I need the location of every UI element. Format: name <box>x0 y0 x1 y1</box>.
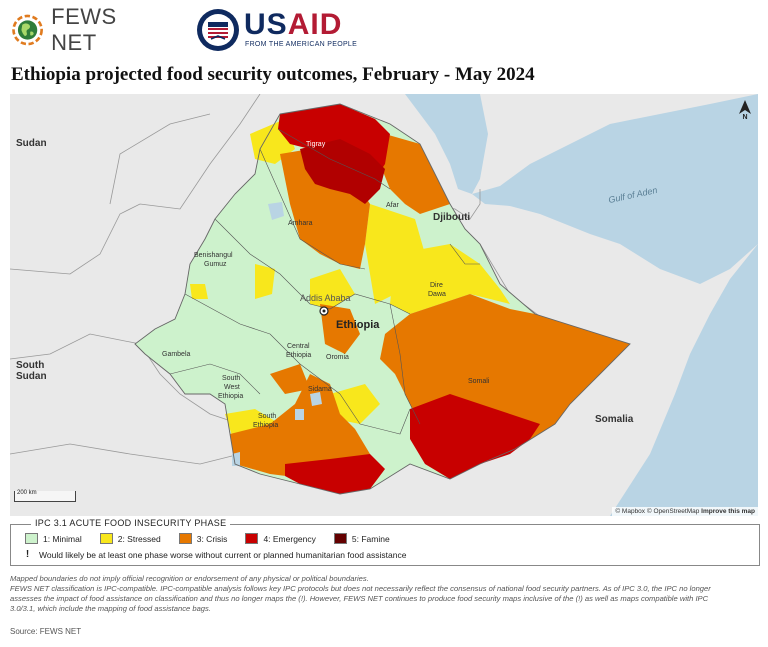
label-south-west-line3: Ethiopia <box>218 393 243 400</box>
map-attribution: © Mapbox © OpenStreetMap Improve this ma… <box>612 507 758 516</box>
legend-note: ! Would likely be at least one phase wor… <box>25 549 406 560</box>
header: FEWS NET USAID FROM THE AMERICAN PEOPLE <box>0 0 768 58</box>
map-canvas <box>10 94 758 516</box>
usaid-logo[interactable]: USAID FROM THE AMERICAN PEOPLE <box>196 8 366 52</box>
label-dire-line1: Dire <box>430 282 443 289</box>
label-ethiopia: Ethiopia <box>336 319 379 331</box>
scale-bar: 200 km <box>14 490 76 502</box>
scale-label: 200 km <box>17 490 37 496</box>
swatch-famine <box>334 533 347 544</box>
label-tigray: Tigray <box>306 141 325 148</box>
label-gambela: Gambela <box>162 351 190 358</box>
gulf-of-aden-water <box>472 94 758 284</box>
indian-ocean-water <box>610 244 758 516</box>
legend-item-stressed: 2: Stressed <box>100 533 161 544</box>
label-dire-line2: Dawa <box>428 291 446 298</box>
label-central-line2: Ethiopia <box>286 352 311 359</box>
label-central-line1: Central <box>287 343 310 350</box>
label-gumuz: Gumuz <box>204 261 227 268</box>
label-south-sudan-line1: South <box>16 360 44 371</box>
label-sudan: Sudan <box>16 138 47 149</box>
fews-net-name: FEWS NET <box>51 4 160 56</box>
swatch-stressed <box>100 533 113 544</box>
legend-phase-row: 1: Minimal 2: Stressed 3: Crisis 4: Emer… <box>25 533 408 544</box>
legend-note-text: Would likely be at least one phase worse… <box>39 550 406 560</box>
disclaimer-line: 3.0/3.1, which include the mapping of fo… <box>10 604 760 614</box>
disclaimer-line: assesses the impact of food assistance o… <box>10 594 760 604</box>
disclaimer-line: Mapped boundaries do not imply official … <box>10 574 760 584</box>
fews-globe-icon <box>10 11 45 49</box>
addis-ababa-marker <box>320 307 328 315</box>
legend-label-emergency: 4: Emergency <box>263 534 315 544</box>
mapbox-link[interactable]: © Mapbox <box>615 508 645 515</box>
label-benishangul: Benishangul <box>194 252 233 259</box>
swatch-crisis <box>179 533 192 544</box>
source-note: Source: FEWS NET <box>10 627 81 636</box>
label-oromia: Oromia <box>326 354 349 361</box>
label-south-line1: South <box>258 413 276 420</box>
label-south-west-line1: South <box>222 375 240 382</box>
osm-link[interactable]: © OpenStreetMap <box>647 508 699 515</box>
disclaimer: Mapped boundaries do not imply official … <box>10 574 760 614</box>
label-south-sudan-line2: Sudan <box>16 371 47 382</box>
label-djibouti: Djibouti <box>433 212 470 223</box>
legend-item-crisis: 3: Crisis <box>179 533 228 544</box>
fews-net-logo[interactable]: FEWS NET <box>10 10 160 50</box>
legend-label-famine: 5: Famine <box>352 534 390 544</box>
legend-label-stressed: 2: Stressed <box>118 534 161 544</box>
label-somalia: Somalia <box>595 414 633 425</box>
label-south-line2: Ethiopia <box>253 422 278 429</box>
food-security-map[interactable]: Sudan South Sudan Somalia Djibouti Gulf … <box>10 94 758 516</box>
label-sidama: Sidama <box>308 386 332 393</box>
page-title: Ethiopia projected food security outcome… <box>11 64 535 86</box>
swatch-emergency <box>245 533 258 544</box>
improve-map-link[interactable]: Improve this map <box>701 508 755 515</box>
north-arrow: N <box>738 100 752 122</box>
legend-item-emergency: 4: Emergency <box>245 533 315 544</box>
label-addis-ababa: Addis Ababa <box>300 293 351 303</box>
label-south-west-line2: West <box>224 384 240 391</box>
legend-label-minimal: 1: Minimal <box>43 534 82 544</box>
usaid-wordmark: USAID <box>244 10 342 40</box>
exclamation-icon: ! <box>25 549 30 560</box>
label-amhara: Amhara <box>288 220 313 227</box>
label-somali: Somali <box>468 378 489 385</box>
usaid-seal-icon <box>196 8 240 52</box>
legend-item-minimal: 1: Minimal <box>25 533 82 544</box>
legend: IPC 3.1 ACUTE FOOD INSECURITY PHASE 1: M… <box>10 524 760 566</box>
disclaimer-line: FEWS NET classification is IPC-compatibl… <box>10 584 760 594</box>
north-label: N <box>738 114 752 121</box>
legend-label-crisis: 3: Crisis <box>197 534 228 544</box>
swatch-minimal <box>25 533 38 544</box>
usaid-tagline: FROM THE AMERICAN PEOPLE <box>245 41 357 48</box>
north-arrow-icon <box>738 100 752 114</box>
legend-title: IPC 3.1 ACUTE FOOD INSECURITY PHASE <box>31 518 230 528</box>
label-afar: Afar <box>386 202 399 209</box>
legend-item-famine: 5: Famine <box>334 533 390 544</box>
